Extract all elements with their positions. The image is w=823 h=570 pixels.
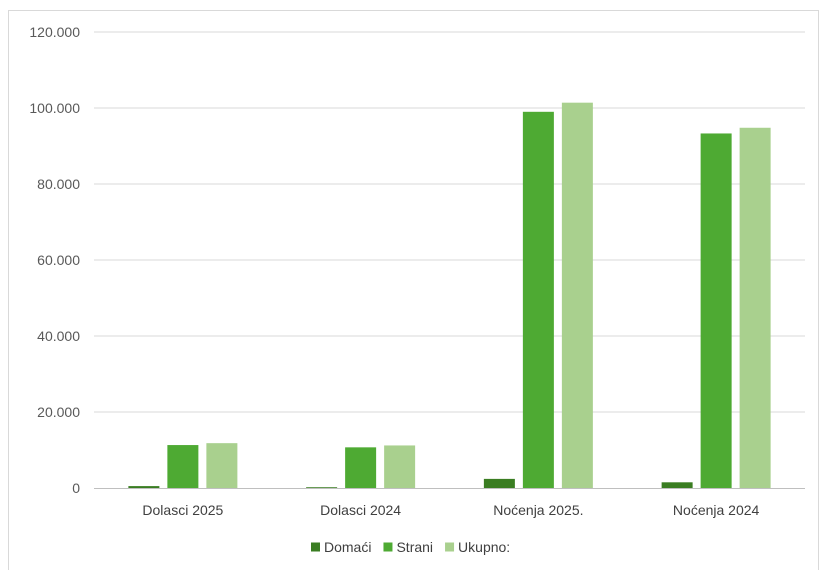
y-tick-label: 20.000 (37, 404, 80, 420)
bar (167, 445, 199, 488)
y-tick-label: 60.000 (37, 252, 80, 268)
legend-label: Domaći (324, 539, 371, 555)
bar (128, 486, 160, 488)
y-axis-tick-labels: 0 20.000 40.000 60.000 80.000 100.000 120.000 (29, 24, 80, 496)
bar (384, 445, 416, 488)
bar (522, 111, 554, 489)
gridlines (94, 31, 805, 413)
bar (345, 447, 377, 488)
bars (128, 102, 771, 489)
legend-label: Strani (396, 539, 433, 555)
bar (700, 133, 732, 488)
x-axis-category-labels: Dolasci 2025 Dolasci 2024 Noćenja 2025. Noć… (142, 502, 759, 518)
chart-frame (8, 10, 819, 570)
y-tick-label: 80.000 (37, 176, 80, 192)
legend: Domaći Strani Ukupno: (311, 539, 510, 555)
legend-swatch (445, 542, 455, 552)
x-category-label: Dolasci 2024 (320, 502, 401, 518)
legend-swatch (311, 542, 320, 552)
y-tick-label: 0 (72, 480, 80, 496)
legend-item: Strani (383, 539, 433, 555)
bar (306, 487, 338, 488)
y-tick-label: 120.000 (29, 24, 80, 40)
bar (483, 478, 515, 488)
y-tick-label: 40.000 (37, 328, 80, 344)
bar (739, 127, 771, 488)
y-tick-label: 100.000 (29, 100, 80, 116)
x-category-label: Noćenja 2025. (493, 502, 583, 518)
legend-item: Ukupno: (445, 539, 510, 555)
x-category-label: Noćenja 2024 (673, 502, 760, 518)
legend-item: Domaći (311, 539, 371, 555)
bar (561, 102, 593, 489)
legend-label: Ukupno: (458, 539, 510, 555)
legend-swatch (383, 542, 393, 552)
bar (206, 443, 238, 488)
x-category-label: Dolasci 2025 (142, 502, 223, 518)
bar (661, 482, 693, 488)
